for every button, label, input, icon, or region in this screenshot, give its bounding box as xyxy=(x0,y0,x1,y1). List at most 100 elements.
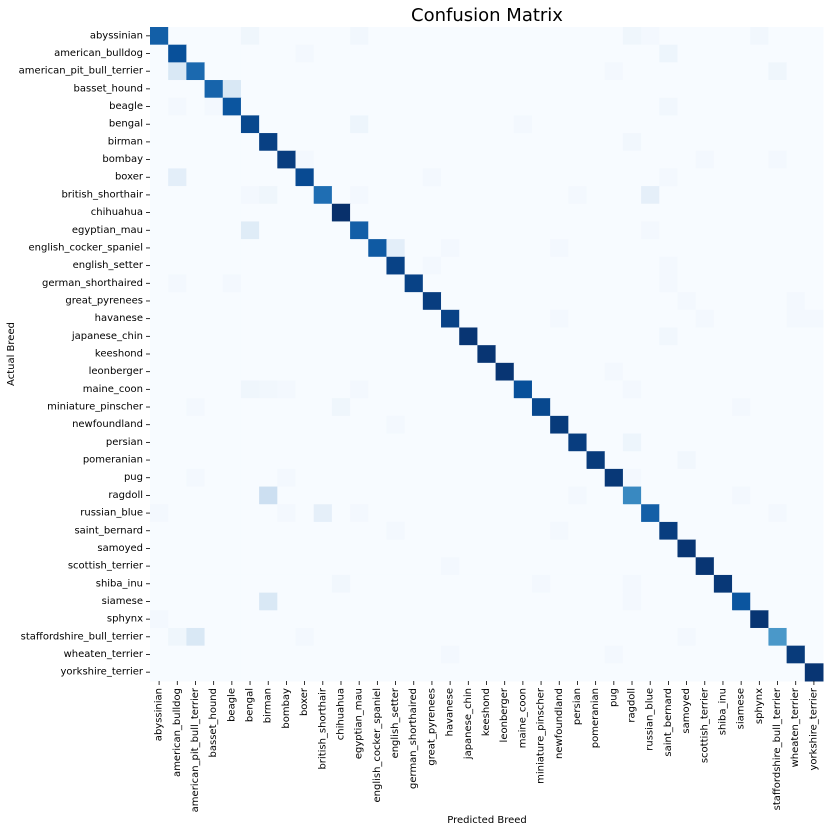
heatmap-cell xyxy=(786,239,806,258)
heatmap-cell xyxy=(313,557,333,576)
heatmap-cell xyxy=(732,292,751,311)
heatmap-cell xyxy=(568,133,588,152)
heatmap-cell xyxy=(459,380,478,399)
heatmap-cell xyxy=(295,468,315,488)
heatmap-cell xyxy=(150,610,169,629)
heatmap-cell xyxy=(150,256,169,275)
heatmap-cell xyxy=(641,221,660,240)
heatmap-cell xyxy=(259,380,278,399)
heatmap-cell xyxy=(477,557,497,576)
heatmap-cell xyxy=(531,27,551,46)
heatmap-cell xyxy=(331,186,351,205)
heatmap-cell xyxy=(386,645,406,664)
heatmap-cell xyxy=(786,327,806,346)
heatmap-cell xyxy=(331,309,351,328)
heatmap-cell xyxy=(204,327,224,346)
heatmap-cell xyxy=(368,627,387,647)
heatmap-cell xyxy=(222,239,242,258)
heatmap-cell xyxy=(495,610,515,629)
heatmap-cell xyxy=(732,451,751,470)
heatmap-cell xyxy=(386,610,406,629)
heatmap-cell xyxy=(586,203,606,222)
heatmap-cell xyxy=(713,627,733,647)
heatmap-cell xyxy=(422,362,442,382)
heatmap-cell xyxy=(604,574,624,594)
heatmap-cell xyxy=(477,415,497,435)
heatmap-cell xyxy=(677,133,697,152)
heatmap-cell xyxy=(732,574,751,594)
heatmap-cell xyxy=(422,239,442,258)
heatmap-cell xyxy=(313,97,333,116)
heatmap-cell xyxy=(732,133,751,152)
heatmap-cell xyxy=(513,239,533,258)
heatmap-cell xyxy=(495,309,515,328)
heatmap-cell xyxy=(150,150,169,169)
heatmap-cell xyxy=(168,627,187,647)
x-tick-label: keeshond xyxy=(481,688,492,736)
heatmap-cell xyxy=(713,97,733,116)
heatmap-cell xyxy=(750,292,769,311)
heatmap-cell xyxy=(368,504,387,523)
heatmap-cell xyxy=(404,80,424,99)
heatmap-cell xyxy=(622,150,642,169)
heatmap-cell xyxy=(368,97,387,116)
heatmap-cell xyxy=(459,203,478,222)
heatmap-cell xyxy=(204,574,224,594)
heatmap-cell xyxy=(786,592,806,611)
heatmap-cell xyxy=(495,133,515,152)
heatmap-cell xyxy=(677,504,697,523)
heatmap-cell xyxy=(531,451,551,470)
heatmap-cell xyxy=(404,398,424,417)
heatmap-cell xyxy=(659,203,678,222)
heatmap-cell xyxy=(259,557,278,576)
heatmap-cell xyxy=(659,97,678,116)
heatmap-cell xyxy=(477,645,497,664)
heatmap-cell xyxy=(441,592,460,611)
heatmap-cell xyxy=(622,292,642,311)
heatmap-cell xyxy=(531,380,551,399)
heatmap-cell xyxy=(422,62,442,81)
heatmap-cell xyxy=(459,186,478,205)
heatmap-cell xyxy=(550,610,569,629)
heatmap-cell xyxy=(477,133,497,152)
heatmap-cell xyxy=(477,150,497,169)
heatmap-cell xyxy=(786,203,806,222)
heatmap-cell xyxy=(186,203,206,222)
heatmap-cell xyxy=(695,627,715,647)
heatmap-cell xyxy=(750,203,769,222)
heatmap-cell xyxy=(659,221,678,240)
heatmap-cell xyxy=(331,292,351,311)
heatmap-cell xyxy=(568,592,588,611)
heatmap-cell xyxy=(441,309,460,328)
heatmap-cell xyxy=(713,239,733,258)
heatmap-cell xyxy=(659,150,678,169)
heatmap-cell xyxy=(659,627,678,647)
heatmap-cell xyxy=(295,592,315,611)
heatmap-cell xyxy=(568,309,588,328)
heatmap-cell xyxy=(386,504,406,523)
heatmap-cell xyxy=(386,362,406,382)
heatmap-cell xyxy=(240,433,260,452)
heatmap-cell xyxy=(386,433,406,452)
heatmap-cell xyxy=(513,221,533,240)
heatmap-cell xyxy=(622,362,642,382)
x-tick-label: miniature_pinscher xyxy=(536,687,547,784)
heatmap-cell xyxy=(568,62,588,81)
heatmap-cell xyxy=(604,239,624,258)
heatmap-cell xyxy=(695,274,715,293)
heatmap-cell xyxy=(422,451,442,470)
heatmap-cell xyxy=(713,574,733,594)
heatmap-cell xyxy=(168,645,187,664)
y-tick-label: saint_bernard xyxy=(74,525,143,536)
heatmap-cell xyxy=(259,521,278,541)
y-tick-label: yorkshire_terrier xyxy=(61,667,144,678)
heatmap-cell xyxy=(459,574,478,594)
heatmap-cell xyxy=(641,557,660,576)
heatmap-cell xyxy=(677,239,697,258)
heatmap-cell xyxy=(422,663,442,682)
heatmap-cell xyxy=(422,521,442,541)
heatmap-cell xyxy=(622,80,642,99)
heatmap-cell xyxy=(768,203,788,222)
heatmap-cell xyxy=(622,256,642,275)
heatmap-cell xyxy=(168,203,187,222)
